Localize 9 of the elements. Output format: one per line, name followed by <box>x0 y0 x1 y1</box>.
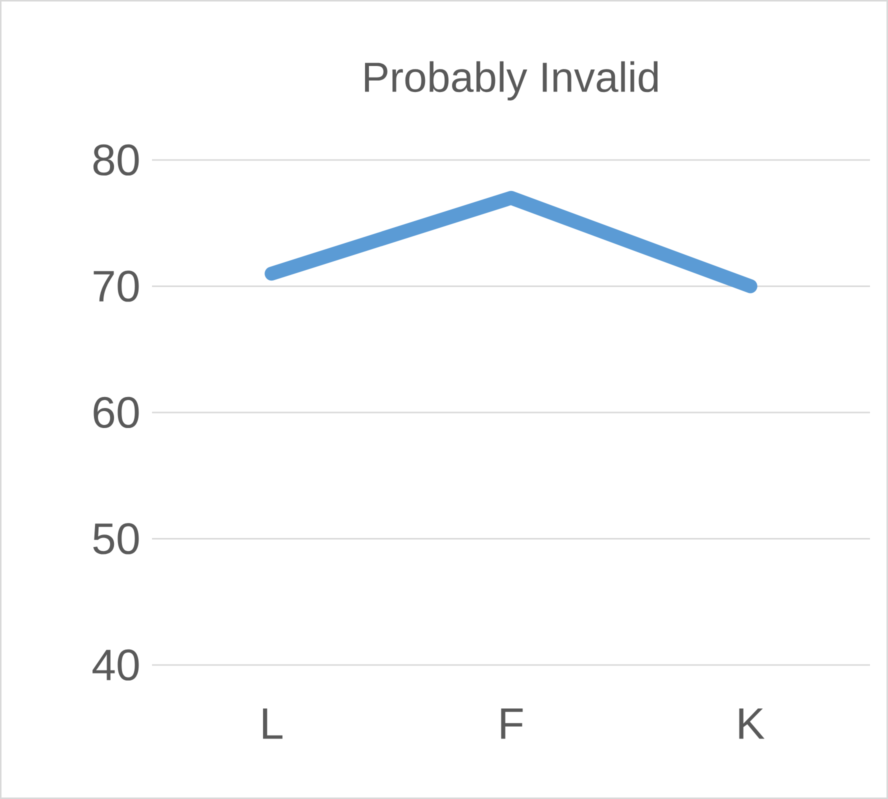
x-tick-label: K <box>739 708 765 739</box>
y-tick-label: 60 <box>94 396 139 428</box>
chart-title: Probably Invalid <box>365 61 658 100</box>
y-tick-label: 40 <box>92 649 139 681</box>
x-tick-label: F <box>501 708 523 739</box>
y-tick-label: 80 <box>93 144 139 176</box>
y-tick-label: 70 <box>94 270 139 302</box>
y-tick-label: 50 <box>93 523 139 554</box>
x-tick-label: L <box>263 708 282 739</box>
